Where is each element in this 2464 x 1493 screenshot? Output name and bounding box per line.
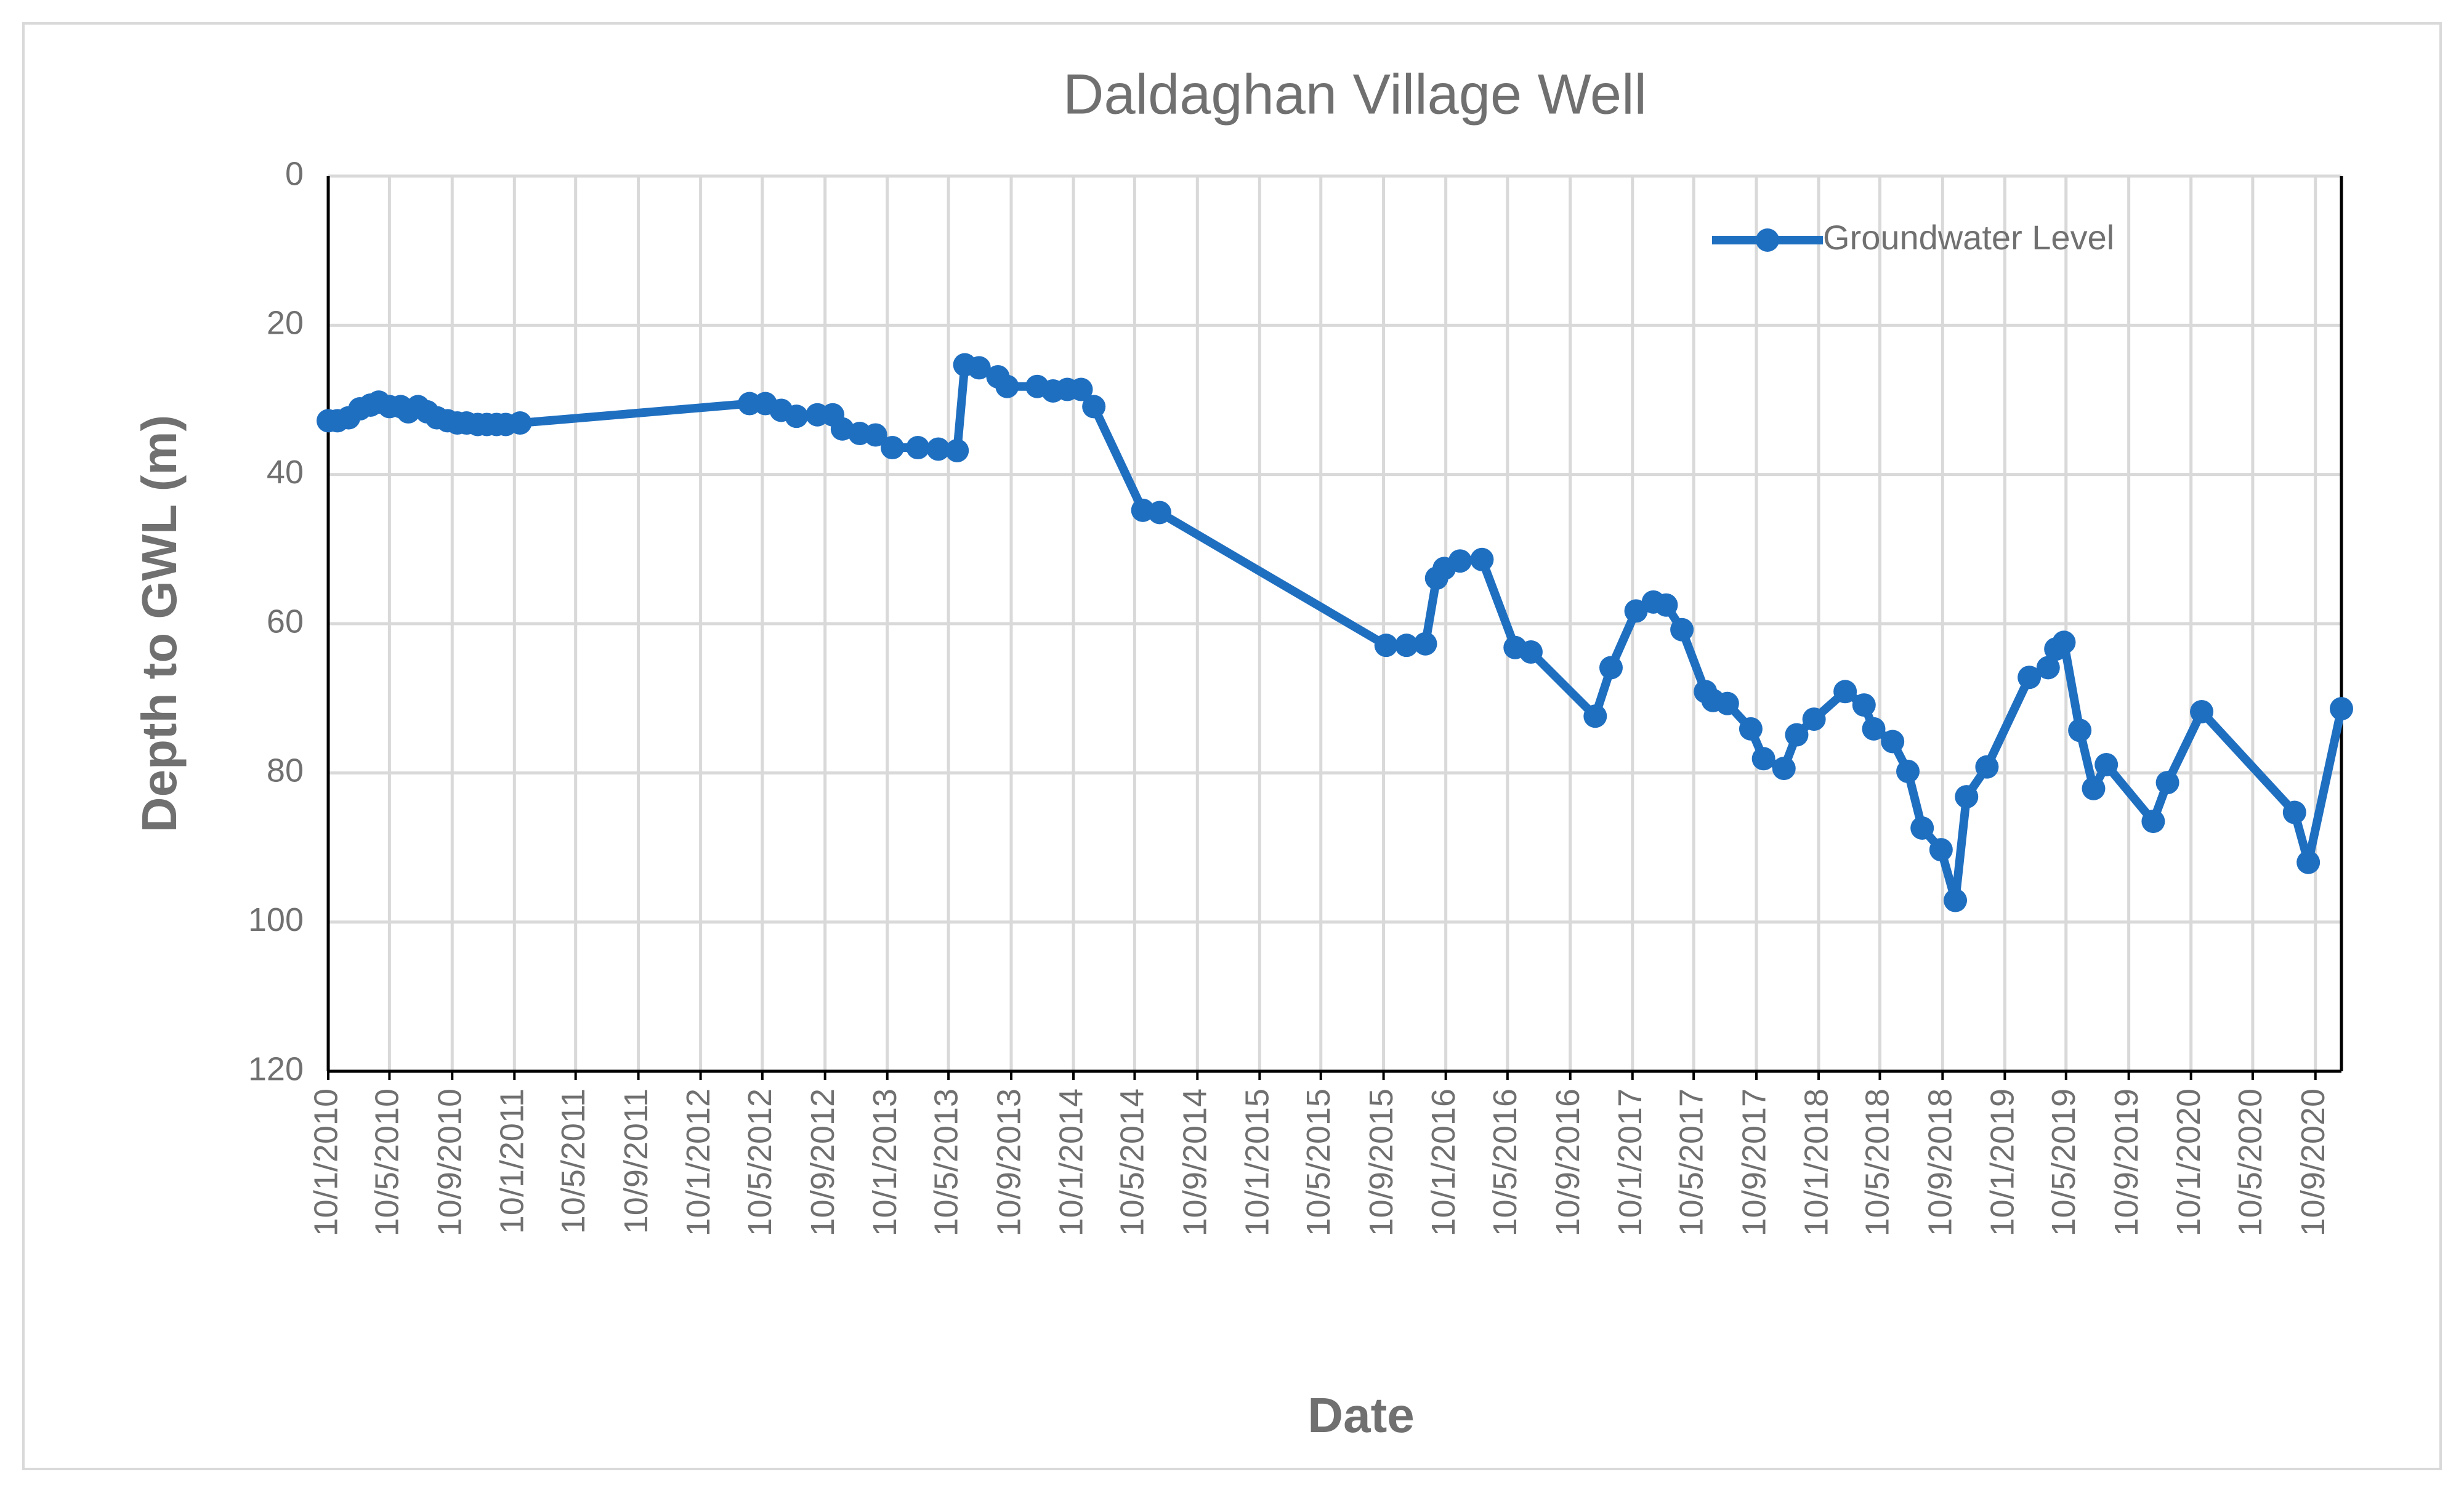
data-point: [1944, 888, 1968, 912]
data-point: [2068, 718, 2092, 742]
data-point: [2296, 850, 2321, 874]
x-tick-label: 10/1/2011: [494, 1089, 531, 1234]
x-tick-label: 10/9/2013: [990, 1089, 1027, 1236]
data-point: [1654, 593, 1678, 617]
x-tick-label: 10/5/2019: [2045, 1089, 2082, 1236]
x-tick-label: 10/9/2010: [432, 1089, 469, 1236]
data-point: [2141, 810, 2165, 834]
x-tick-label: 10/5/2017: [1673, 1089, 1710, 1236]
x-tick-label: 10/1/2010: [307, 1089, 344, 1236]
x-tick-label: 10/1/2012: [680, 1089, 717, 1236]
x-tick-label: 10/1/2019: [1984, 1089, 2021, 1236]
data-point: [1069, 377, 1093, 401]
data-point: [2155, 771, 2179, 795]
data-point: [1955, 785, 1979, 809]
data-point: [1599, 656, 1623, 680]
data-point: [1910, 816, 1934, 840]
y-tick-label: 0: [285, 155, 304, 192]
x-tick-label: 10/1/2015: [1239, 1089, 1276, 1236]
data-point: [2282, 800, 2306, 824]
y-tick-label: 40: [267, 454, 304, 491]
x-tick-label: 10/5/2020: [2232, 1089, 2269, 1236]
x-tick-label: 10/1/2017: [1612, 1089, 1649, 1236]
data-point: [1624, 599, 1648, 623]
x-tick-label: 10/9/2020: [2295, 1089, 2332, 1236]
data-point: [1374, 634, 1398, 658]
x-tick-label: 10/5/2015: [1300, 1089, 1337, 1236]
data-point: [1519, 640, 1543, 664]
x-tick-label: 10/9/2014: [1177, 1089, 1214, 1236]
data-point: [1470, 547, 1494, 571]
y-tick-label: 60: [267, 603, 304, 640]
x-tick-label: 10/1/2014: [1052, 1089, 1089, 1236]
data-point: [1148, 501, 1172, 525]
x-tick-label: 10/9/2016: [1549, 1089, 1586, 1236]
data-point: [1670, 618, 1694, 642]
x-axis-title: Date: [1307, 1388, 1414, 1443]
data-point: [1896, 759, 1920, 783]
x-tick-label: 10/5/2016: [1487, 1089, 1524, 1236]
y-tick-label: 100: [248, 901, 304, 938]
data-point: [508, 411, 532, 435]
x-tick-label: 10/5/2018: [1859, 1089, 1896, 1236]
data-point: [1715, 691, 1739, 715]
data-point: [785, 404, 809, 429]
data-point: [1975, 755, 1999, 779]
data-point: [906, 436, 930, 460]
data-point: [863, 423, 887, 447]
data-point: [1413, 632, 1437, 656]
data-point: [1739, 717, 1763, 741]
x-tick-label: 10/5/2012: [741, 1089, 778, 1236]
data-point: [967, 356, 991, 380]
y-tick-label: 80: [267, 752, 304, 789]
data-point: [926, 437, 950, 461]
data-point: [1448, 549, 1472, 573]
data-point: [1785, 723, 1809, 747]
data-point: [2330, 697, 2353, 721]
data-point: [1862, 717, 1886, 741]
chart-title: Daldaghan Village Well: [1063, 63, 1647, 126]
x-tick-label: 10/1/2020: [2170, 1089, 2207, 1236]
data-point: [2094, 753, 2119, 777]
legend-label: Groundwater Level: [1823, 218, 2114, 257]
data-point: [2190, 699, 2214, 723]
x-tick-label: 10/9/2017: [1735, 1089, 1772, 1236]
x-tick-label: 10/5/2010: [369, 1089, 406, 1236]
data-point: [2036, 656, 2060, 680]
data-point: [1772, 757, 1796, 781]
x-tick-label: 10/1/2018: [1798, 1089, 1835, 1236]
x-tick-label: 10/9/2011: [618, 1089, 655, 1234]
data-point: [2018, 666, 2042, 690]
x-tick-label: 10/5/2011: [555, 1089, 592, 1234]
x-tick-label: 10/5/2014: [1114, 1089, 1151, 1236]
legend-marker: [1756, 228, 1779, 252]
y-axis-title: Depth to GWL (m): [132, 415, 187, 832]
data-point: [1802, 707, 1826, 731]
data-point: [1751, 747, 1775, 771]
data-point: [1833, 680, 1857, 704]
data-point: [945, 438, 969, 462]
data-point: [1394, 634, 1418, 658]
data-point: [1583, 704, 1607, 728]
data-point: [1929, 838, 1953, 862]
x-tick-label: 10/1/2016: [1425, 1089, 1462, 1236]
data-point: [1881, 730, 1905, 754]
y-tick-label: 20: [267, 305, 304, 342]
y-tick-label: 120: [248, 1050, 304, 1087]
data-point: [995, 374, 1019, 398]
x-tick-label: 10/9/2018: [1922, 1089, 1959, 1236]
x-tick-label: 10/9/2015: [1363, 1089, 1400, 1236]
data-point: [2082, 776, 2106, 800]
x-tick-label: 10/5/2013: [927, 1089, 964, 1236]
chart-border: [22, 22, 2442, 1470]
x-tick-label: 10/9/2019: [2108, 1089, 2145, 1236]
data-point: [2052, 630, 2076, 654]
data-point: [881, 436, 905, 460]
data-point: [1852, 693, 1876, 717]
x-tick-label: 10/9/2012: [804, 1089, 841, 1236]
data-point: [1082, 395, 1106, 419]
x-tick-label: 10/1/2013: [866, 1089, 903, 1236]
